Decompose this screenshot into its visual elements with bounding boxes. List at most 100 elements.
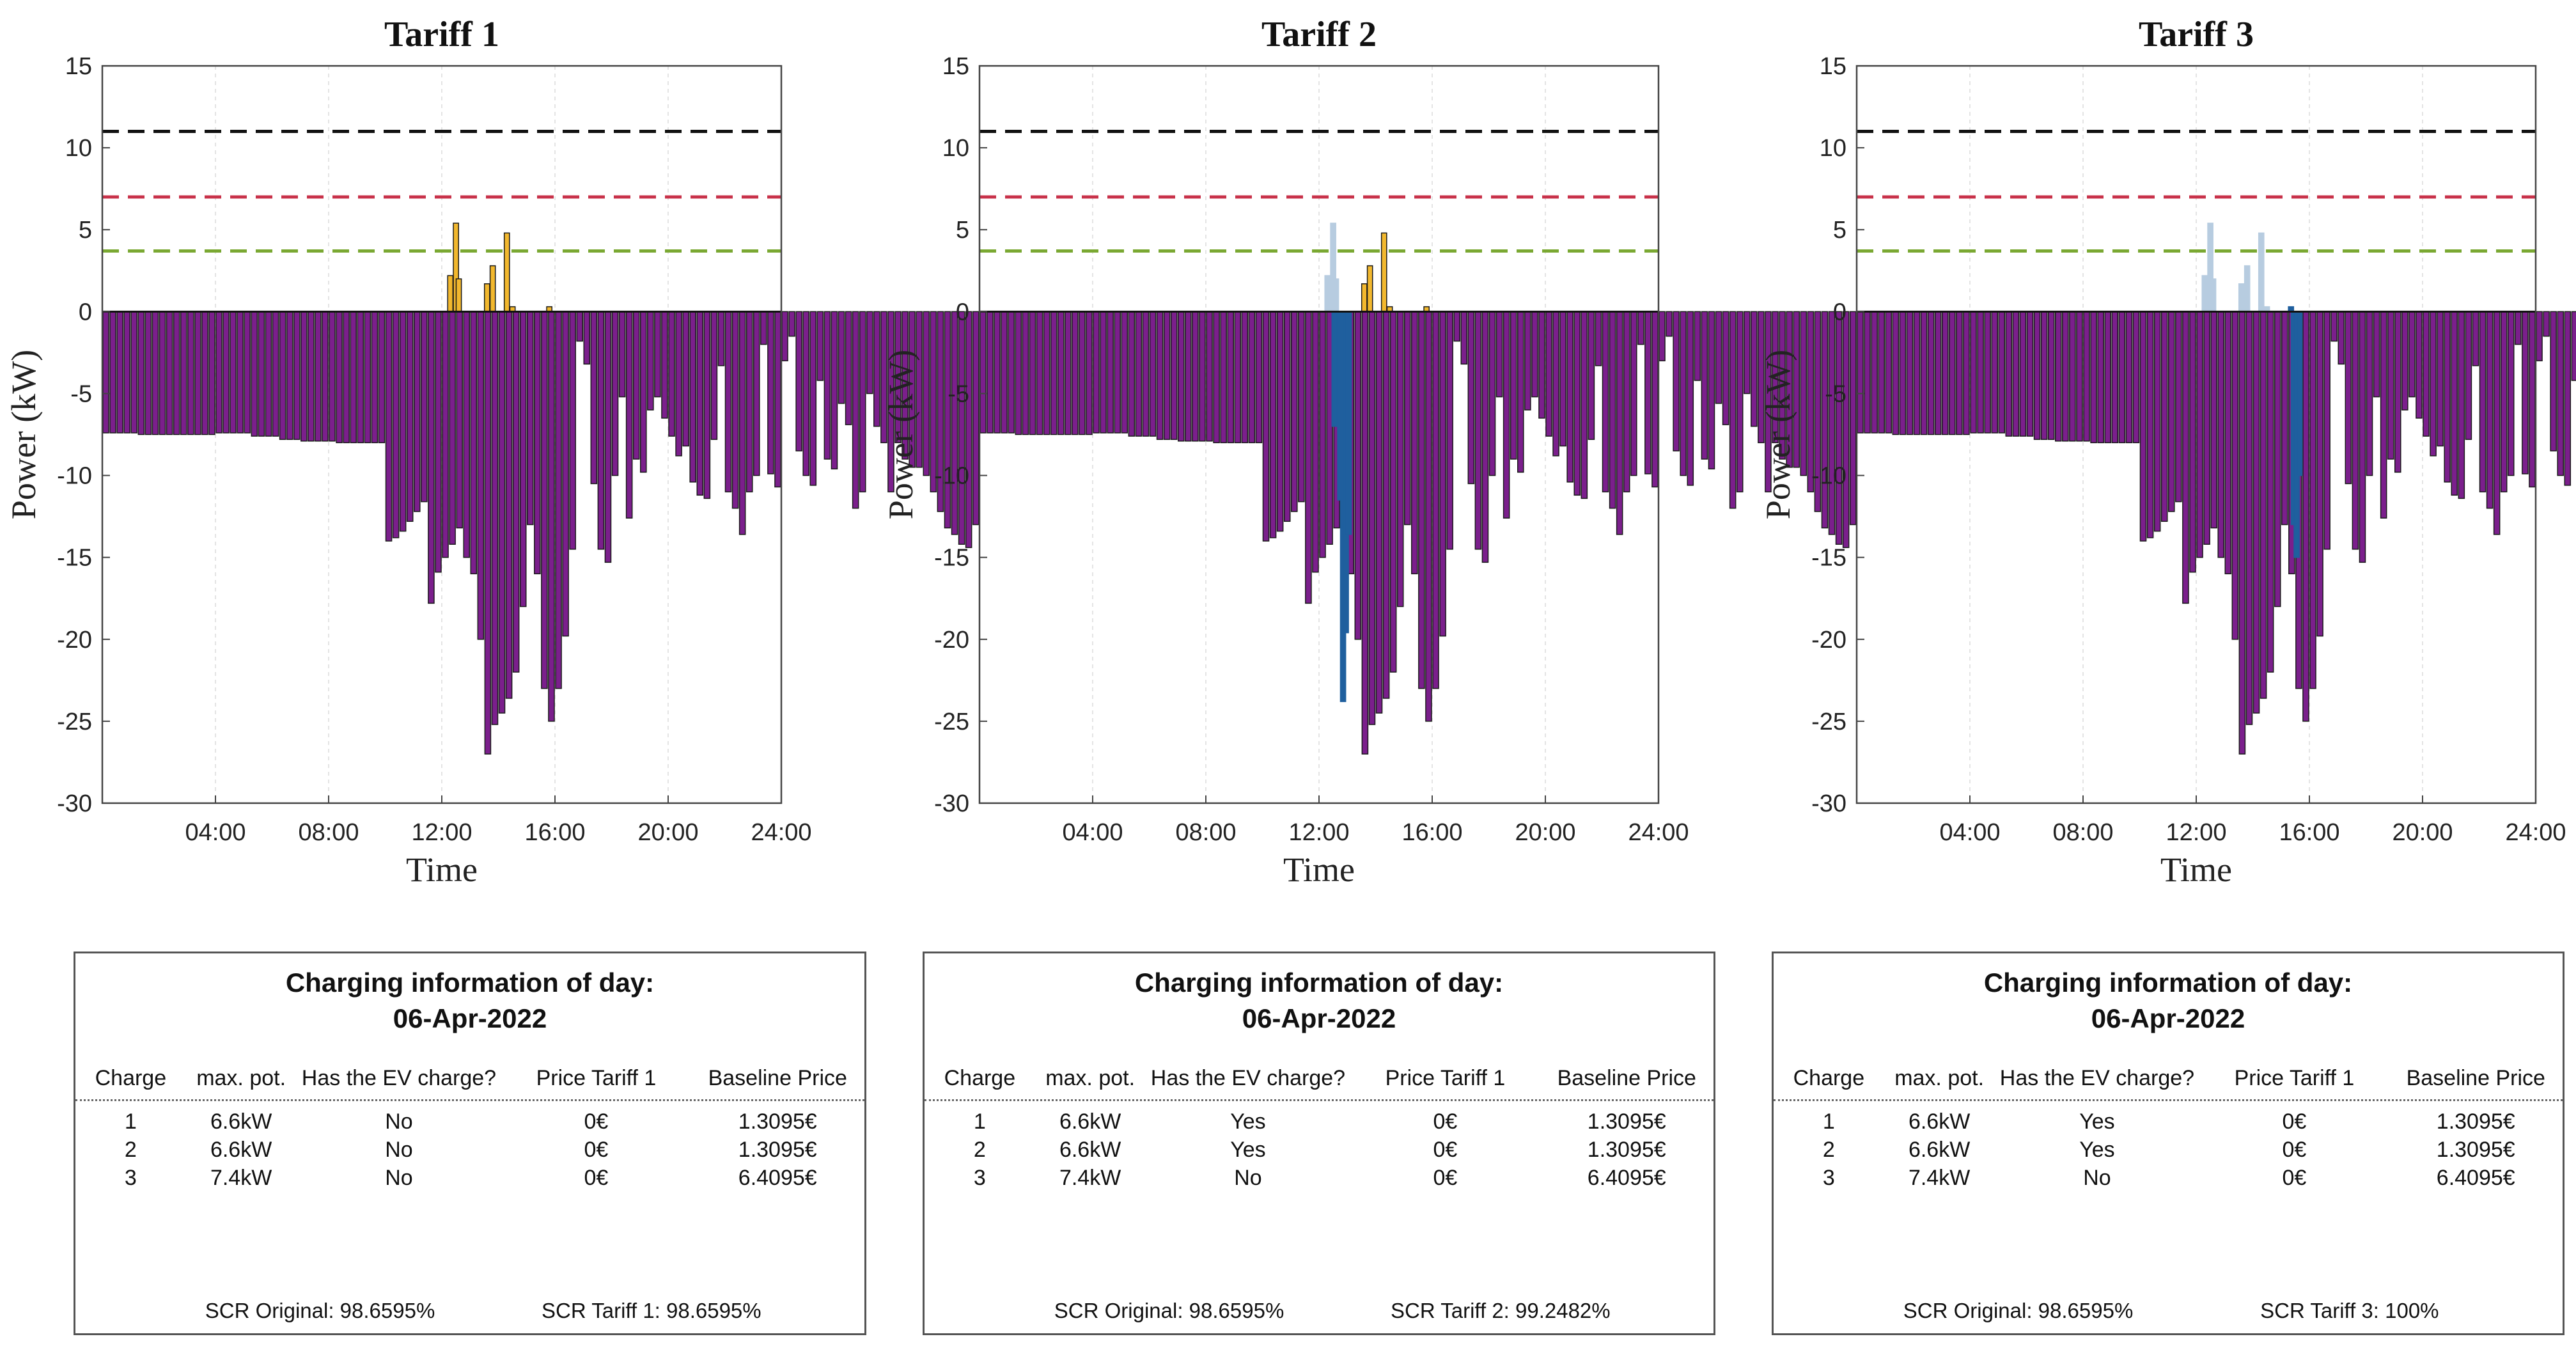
net-power-bar (639, 311, 647, 473)
tariff-charts: 15 10 5 0 -5 -10 -15 -20 -25 -30 04:00 08:00 12:00 16… (4, 15, 2576, 889)
header-cell: max. pot. (196, 1066, 286, 1090)
net-power-bar (2359, 311, 2366, 563)
net-power-bar (902, 311, 909, 460)
net-power-bar (689, 311, 697, 483)
header-cell: Charge (944, 1066, 1016, 1090)
y-tick-label: 15 (65, 53, 92, 80)
net-power-bar (2316, 311, 2323, 637)
ev-bar (2244, 265, 2251, 313)
net-power-bar (463, 311, 471, 558)
net-power-bar (824, 311, 831, 460)
net-power-bar (1715, 311, 1722, 404)
net-power-bar (717, 311, 725, 366)
ev-bar (2258, 232, 2265, 313)
net-power-bar (187, 311, 194, 435)
y-tick-label: -5 (1825, 380, 1846, 407)
net-power-bar (590, 311, 598, 485)
net-power-bar (1659, 311, 1666, 361)
table-cell: 7.4kW (1908, 1166, 1971, 1190)
net-power-bar (1248, 311, 1256, 444)
header-cell: Baseline Price (708, 1066, 847, 1090)
table-row: 1 6.6kW No 0€ 1.3095€ (75, 1109, 864, 1138)
net-power-bar (597, 311, 605, 550)
net-power-bar (2493, 311, 2501, 535)
net-power-bar (1036, 311, 1043, 435)
net-power-bar (632, 311, 640, 460)
net-power-bar (1970, 311, 1977, 434)
net-power-bar (1977, 311, 1984, 434)
net-power-bar (1135, 311, 1143, 437)
x-tick-label: 04:00 (1939, 819, 2000, 846)
net-power-bar (2274, 311, 2281, 607)
net-power-bar (738, 311, 746, 535)
net-power-bar (1588, 311, 1595, 440)
x-tick-label: 12:00 (1288, 819, 1349, 846)
net-power-bar (1114, 311, 1121, 434)
net-power-bar (753, 311, 760, 476)
scr-original: SCR Original: 98.6595% (1054, 1299, 1284, 1322)
net-power-bar (2203, 311, 2210, 545)
table-cell: 3 (1822, 1166, 1835, 1190)
table-cell: Yes (1230, 1138, 1266, 1162)
net-power-bar (1800, 311, 1807, 476)
net-power-bar (2536, 311, 2543, 361)
table-cell: 0€ (2282, 1109, 2307, 1134)
net-power-bar (1206, 311, 1213, 442)
net-power-bar (548, 311, 555, 722)
net-power-bar (1772, 311, 1779, 444)
net-power-bar (987, 311, 994, 434)
net-power-bar (2408, 311, 2416, 398)
net-power-bar (1043, 311, 1050, 435)
net-power-bar (703, 311, 711, 499)
net-power-bar (102, 311, 109, 434)
net-power-bar (724, 311, 732, 492)
net-power-bar (2373, 311, 2380, 398)
charging-info-box-1: Charging information of day: 06-Apr-2022 C… (74, 952, 866, 1335)
net-power-bar (2182, 311, 2189, 604)
net-power-bar (2302, 311, 2309, 722)
net-power-bar (2281, 311, 2288, 526)
net-power-bar (1517, 311, 1524, 473)
net-power-bar (2139, 311, 2147, 542)
net-power-bar (831, 311, 838, 470)
header-cell: Has the EV charge? (301, 1066, 497, 1090)
info-date: 06-Apr-2022 (1242, 1003, 1396, 1033)
net-power-bar (1403, 311, 1411, 526)
net-power-bar (1581, 311, 1588, 499)
net-power-bar (767, 311, 774, 474)
net-power-bar (159, 311, 166, 435)
net-power-bar (894, 311, 902, 444)
net-power-bar (1595, 311, 1602, 366)
y-tick-label: 5 (956, 217, 969, 244)
x-tick-label: 24:00 (1628, 819, 1689, 846)
net-power-bar (130, 311, 138, 434)
net-power-bar (937, 311, 944, 512)
y-tick-label: -20 (57, 627, 92, 654)
net-power-bar (1885, 311, 1893, 434)
x-axis-label: Time (406, 850, 478, 889)
net-power-bar (2423, 311, 2430, 437)
net-power-bar (1375, 311, 1383, 714)
ev-bar (1345, 311, 1352, 535)
net-power-bar (2309, 311, 2316, 689)
chart-3: 15 10 5 0 -5 -10 -15 -20 -25 -30 04:00 08:00 12:00 16… (1759, 15, 2576, 889)
info-date: 06-Apr-2022 (2091, 1003, 2245, 1033)
header-cell: Price Tariff 1 (536, 1066, 657, 1090)
net-power-bar (611, 311, 619, 476)
net-power-bar (2146, 311, 2154, 538)
net-power-bar (2210, 311, 2217, 529)
table-cell: 6.6kW (1059, 1138, 1121, 1162)
net-power-bar (1616, 311, 1623, 535)
net-power-bar (2097, 311, 2104, 444)
net-power-bar (1694, 311, 1701, 381)
y-tick-label: 10 (1820, 135, 1846, 162)
y-tick-label: 5 (79, 217, 92, 244)
net-power-bar (343, 311, 350, 444)
net-power-bar (364, 311, 371, 444)
ev-bar (2296, 311, 2303, 476)
y-axis-label: Power (kW) (882, 350, 920, 519)
table-cell: 6.6kW (1908, 1109, 1971, 1134)
net-power-bar (1949, 311, 1956, 435)
scr-tariff: SCR Tariff 2: 99.2482% (1390, 1299, 1611, 1322)
net-power-bar (1871, 311, 1878, 434)
